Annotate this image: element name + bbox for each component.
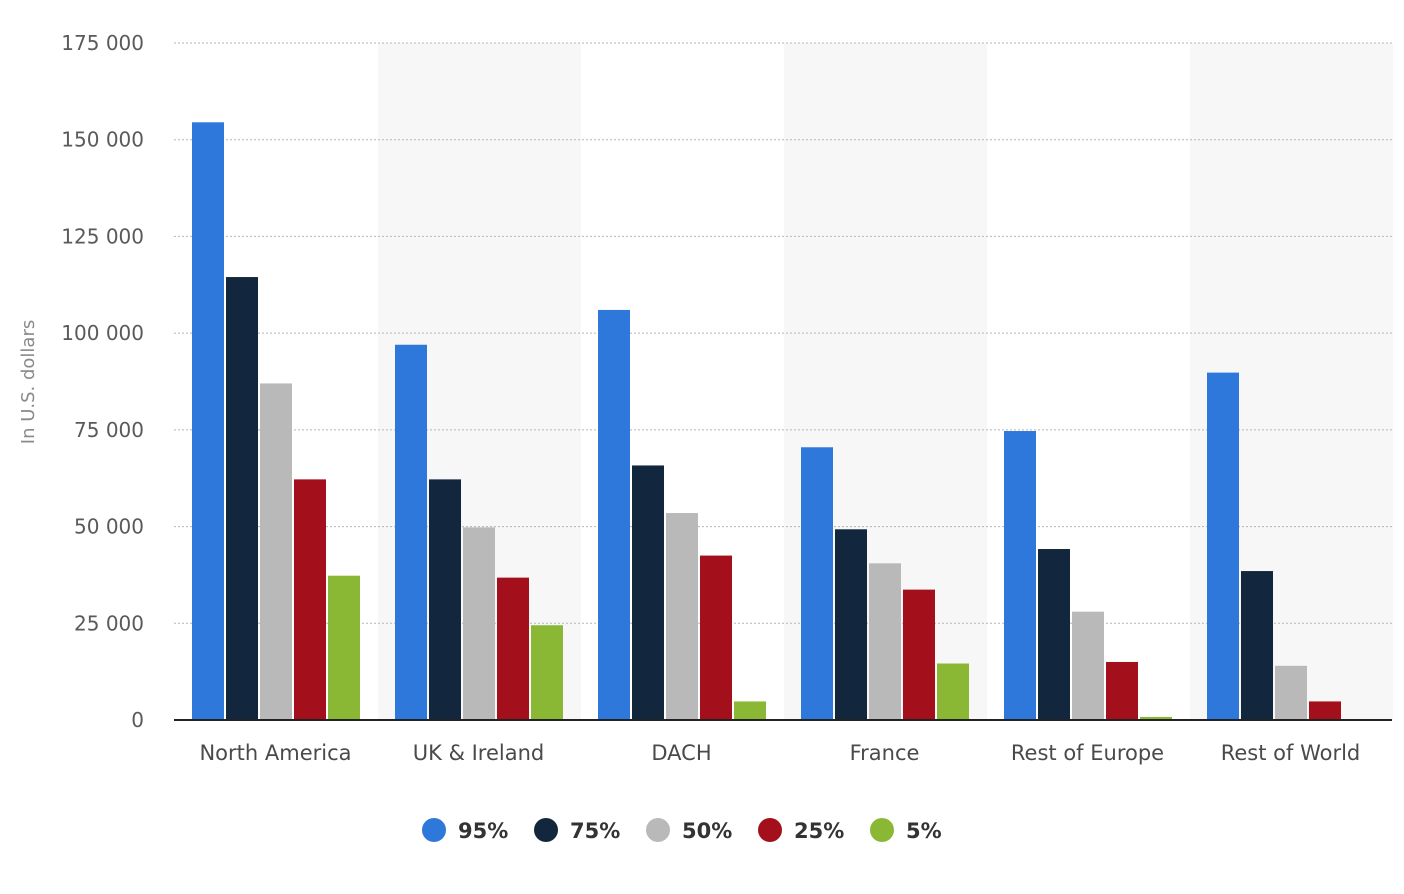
legend-marker [870,818,894,842]
bar[interactable] [1275,665,1307,720]
x-tick-label: France [850,741,920,765]
legend-label: 50% [682,819,732,843]
legend-label: 75% [570,819,620,843]
bar[interactable] [1309,701,1341,720]
x-tick-label: North America [199,741,351,765]
bar[interactable] [226,277,258,720]
bar[interactable] [937,663,969,720]
bar[interactable] [903,589,935,720]
bar[interactable] [294,479,326,720]
gridlines [174,42,1392,624]
bar[interactable] [1241,571,1273,720]
legend-item[interactable]: 95% [422,818,508,843]
bar[interactable] [1072,611,1104,720]
y-tick-label: 175 000 [61,31,144,55]
y-axis-ticks: 0 25 000 50 000 75 000 100 000 125 000 150 000… [61,31,144,732]
legend-item[interactable]: 75% [534,818,620,843]
y-tick-label: 0 [131,708,144,732]
bar[interactable] [734,701,766,720]
bar[interactable] [1038,549,1070,720]
legend-marker [646,818,670,842]
x-tick-label: UK & Ireland [413,741,545,765]
bar[interactable] [192,122,224,720]
legend-item[interactable]: 50% [646,818,732,843]
bar[interactable] [260,383,292,720]
bar[interactable] [835,529,867,720]
x-axis-labels: North America UK & Ireland DACH France Rest … [199,741,1360,765]
bar[interactable] [531,625,563,720]
y-tick-label: 100 000 [61,321,144,345]
legend-label: 25% [794,819,844,843]
legend-label: 5% [906,819,942,843]
y-tick-label: 125 000 [61,224,144,248]
y-axis-label: In U.S. dollars [18,320,39,444]
legend-label: 95% [458,819,508,843]
x-tick-label: DACH [651,741,711,765]
bar[interactable] [497,577,529,720]
bar[interactable] [463,527,495,720]
bar[interactable] [1207,372,1239,720]
y-tick-label: 75 000 [74,418,144,442]
legend-marker [534,818,558,842]
x-tick-label: Rest of Europe [1011,741,1164,765]
bar[interactable] [700,555,732,720]
bar[interactable] [429,479,461,720]
legend-item[interactable]: 25% [758,818,844,843]
bar[interactable] [1004,431,1036,720]
legend-marker [422,818,446,842]
legend-marker [758,818,782,842]
y-tick-label: 150 000 [61,128,144,152]
bar[interactable] [395,344,427,720]
bar[interactable] [328,575,360,720]
bar[interactable] [1106,661,1138,720]
bar[interactable] [801,447,833,720]
bar[interactable] [1140,716,1172,720]
y-tick-label: 50 000 [74,515,144,539]
legend-item[interactable]: 5% [870,818,942,843]
y-tick-label: 25 000 [74,611,144,635]
bar[interactable] [666,513,698,720]
bar[interactable] [869,563,901,720]
category-bands [378,43,1393,720]
bars [192,122,1341,720]
bar[interactable] [598,309,630,720]
bar[interactable] [632,465,664,720]
legend[interactable]: 95% 75% 50% 25% 5% [422,818,942,843]
x-tick-label: Rest of World [1221,741,1361,765]
